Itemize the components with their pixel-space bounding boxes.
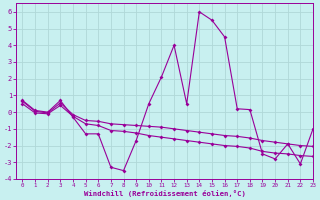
X-axis label: Windchill (Refroidissement éolien,°C): Windchill (Refroidissement éolien,°C) (84, 190, 245, 197)
